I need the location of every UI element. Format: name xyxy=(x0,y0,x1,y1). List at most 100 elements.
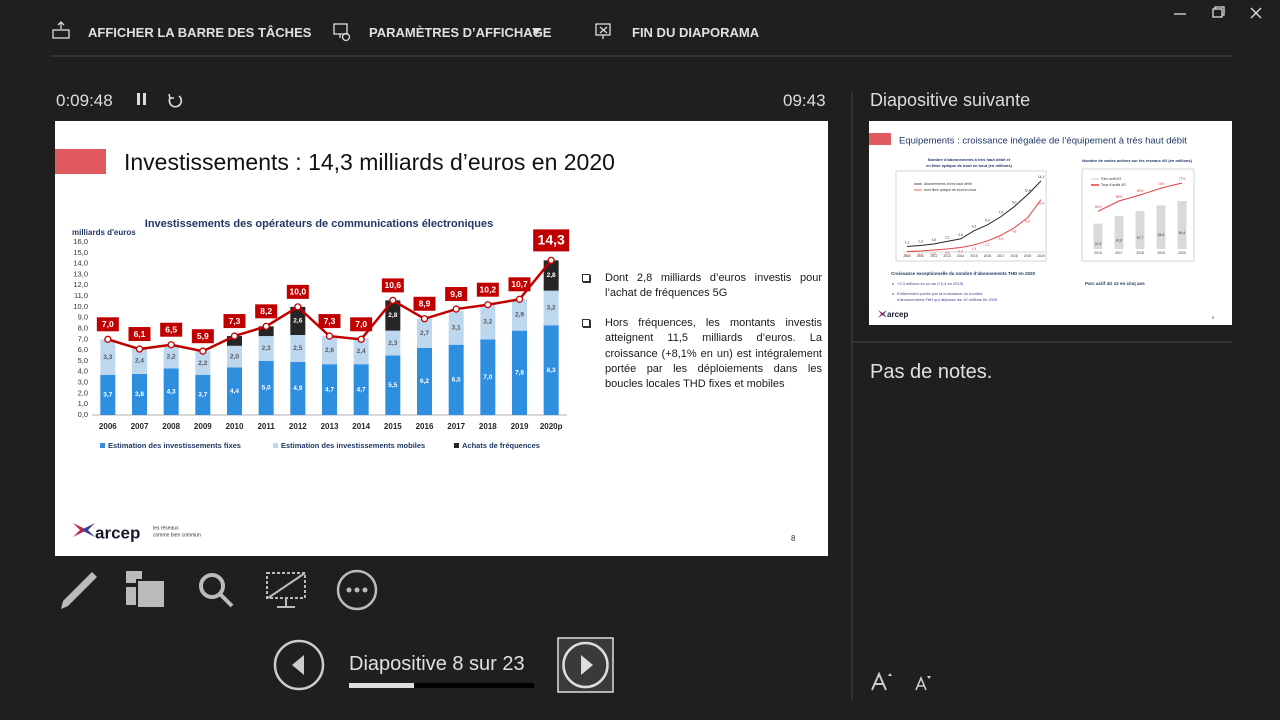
bar-segment xyxy=(290,306,306,335)
see-all-slides[interactable] xyxy=(124,569,166,609)
x-tick-label: 2020p xyxy=(540,422,563,431)
taskbar-icon[interactable] xyxy=(52,21,70,39)
bar-value-label: 6,2 xyxy=(420,378,429,385)
font-size-buttons[interactable] xyxy=(871,671,931,691)
previous-button[interactable] xyxy=(273,639,325,691)
window-controls[interactable] xyxy=(1174,6,1262,19)
bar-segment xyxy=(385,300,401,331)
bar-value-label: 4,9 xyxy=(293,385,302,392)
bar-value-label: 2,6 xyxy=(325,347,334,354)
total-label: 6,1 xyxy=(134,329,146,339)
bar-value-label: 2,5 xyxy=(293,345,302,352)
bar-segment xyxy=(543,290,559,326)
legend-label: Abonnements à très haut débit xyxy=(924,182,972,186)
thumb-value-label: 2,2 xyxy=(985,243,990,247)
display-settings[interactable]: PARAMÈTRES D’AFFICHAGE xyxy=(369,25,552,40)
black-screen[interactable] xyxy=(266,572,306,608)
bar-segment xyxy=(258,336,274,361)
y-tick-label: 1,0 xyxy=(78,399,88,408)
thumb-value-label: 0,9 xyxy=(958,249,963,253)
chart-frame xyxy=(1081,168,1195,262)
total-label-box xyxy=(318,314,341,329)
zoom-tool[interactable] xyxy=(199,573,234,608)
bar-value-label: 2,8 xyxy=(547,272,556,279)
total-label: 10,0 xyxy=(290,287,307,297)
bullet: Dont 2,8 milliards d’euros investis pour… xyxy=(582,271,822,302)
thumb-bar xyxy=(1093,223,1103,249)
title-accent xyxy=(869,133,891,145)
thumb-bar xyxy=(1156,205,1166,249)
total-marker xyxy=(199,347,207,355)
x-tick-label: 2017 xyxy=(1115,251,1123,255)
total-label-box xyxy=(255,304,278,319)
reset-timer-button[interactable] xyxy=(168,93,183,108)
bar-segment xyxy=(448,344,464,415)
bar-value-label: 3,8 xyxy=(135,391,144,398)
total-label-box xyxy=(191,329,214,344)
thumb-value-label: 71% xyxy=(1158,182,1165,186)
x-tick-label: 2012 xyxy=(289,422,307,431)
thumb-line xyxy=(1097,182,1183,212)
next-slide-thumbnail[interactable]: Equipements : croissance inégalée de l’é… xyxy=(869,121,1232,325)
next-button[interactable] xyxy=(557,637,614,693)
pause-button[interactable] xyxy=(137,93,146,105)
display-settings-icon[interactable] xyxy=(333,23,351,42)
thumb-caption: Croissance exceptionnelle du nombre d’ab… xyxy=(891,271,1036,276)
end-show-icon[interactable] xyxy=(595,23,611,39)
x-tick-label: 2019 xyxy=(511,422,529,431)
x-tick-label: 2010 xyxy=(226,422,244,431)
bar-value-label: 3,1 xyxy=(452,325,461,332)
total-label: 7,0 xyxy=(355,319,367,329)
total-marker xyxy=(294,303,302,311)
bar-segment xyxy=(543,260,559,291)
bar-segment xyxy=(163,368,179,415)
total-marker xyxy=(547,256,555,265)
bar-segment xyxy=(385,355,401,415)
thumb-value-label: 2,6 xyxy=(958,233,963,237)
bar-value-label: 5,5 xyxy=(388,382,397,389)
logo: arcep les réseaux comme bien commun xyxy=(73,523,201,542)
logo-tagline: les réseaux xyxy=(153,525,179,531)
thumb-value-label: 0,2 xyxy=(918,253,923,257)
speaker-notes: Pas de notes. xyxy=(870,361,993,383)
y-tick-label: 9,0 xyxy=(78,313,88,322)
bar-value-label: 2,0 xyxy=(230,353,239,360)
bar-value-label: 2,4 xyxy=(357,348,366,355)
thumb-value-label: 56% xyxy=(1116,195,1123,199)
thumb-bar xyxy=(1135,211,1145,249)
end-show[interactable]: FIN DU DIAPORAMA xyxy=(632,25,760,40)
dropdown-arrow[interactable] xyxy=(532,28,541,35)
clock: 09:43 xyxy=(783,91,826,110)
thumb-value-label: 31,9 xyxy=(1095,242,1102,246)
thumb-line xyxy=(906,199,1042,252)
thumb-value-label: 6,8 xyxy=(1025,220,1030,224)
x-tick-label: 2019 xyxy=(1024,254,1032,258)
bar-value-label: 7,0 xyxy=(483,374,492,381)
bar-value-label: 2,9 xyxy=(515,312,524,319)
total-label: 8,2 xyxy=(260,306,272,316)
show-taskbar[interactable]: AFFICHER LA BARRE DES TÂCHES xyxy=(88,25,312,40)
thumb-caption: Parc actif 4G x2 en cinq ans xyxy=(1085,281,1145,286)
total-label-box xyxy=(128,327,151,342)
bar-segment xyxy=(258,326,274,337)
x-tick-label: 2012 xyxy=(930,254,938,258)
total-label-box xyxy=(476,282,499,297)
total-label: 6,5 xyxy=(165,324,177,334)
y-tick-label: 4,0 xyxy=(78,367,88,376)
thumb-value-label: 2,1 xyxy=(945,235,950,239)
bar-segment xyxy=(512,299,527,331)
bar-segment xyxy=(290,334,306,363)
bar-value-label: 8,3 xyxy=(547,367,556,374)
bar-value-label: 4,4 xyxy=(230,388,239,395)
total-label-box xyxy=(350,317,373,332)
legend-label: Estimation des investissements fixes xyxy=(108,441,241,450)
x-tick-label: 2016 xyxy=(984,254,992,258)
y-axis-label: milliards d'euros xyxy=(72,228,136,237)
bar-segment xyxy=(132,347,147,374)
pen-tool[interactable] xyxy=(61,572,97,609)
bar-value-label: 2,4 xyxy=(135,358,144,365)
more-options[interactable] xyxy=(336,569,378,611)
thumb-chart-title: Nombre d’abonnements à très haut débit e… xyxy=(928,157,1011,162)
legend-label: Parc actif 4G xyxy=(1101,177,1122,181)
x-tick-label: 2014 xyxy=(957,254,965,258)
